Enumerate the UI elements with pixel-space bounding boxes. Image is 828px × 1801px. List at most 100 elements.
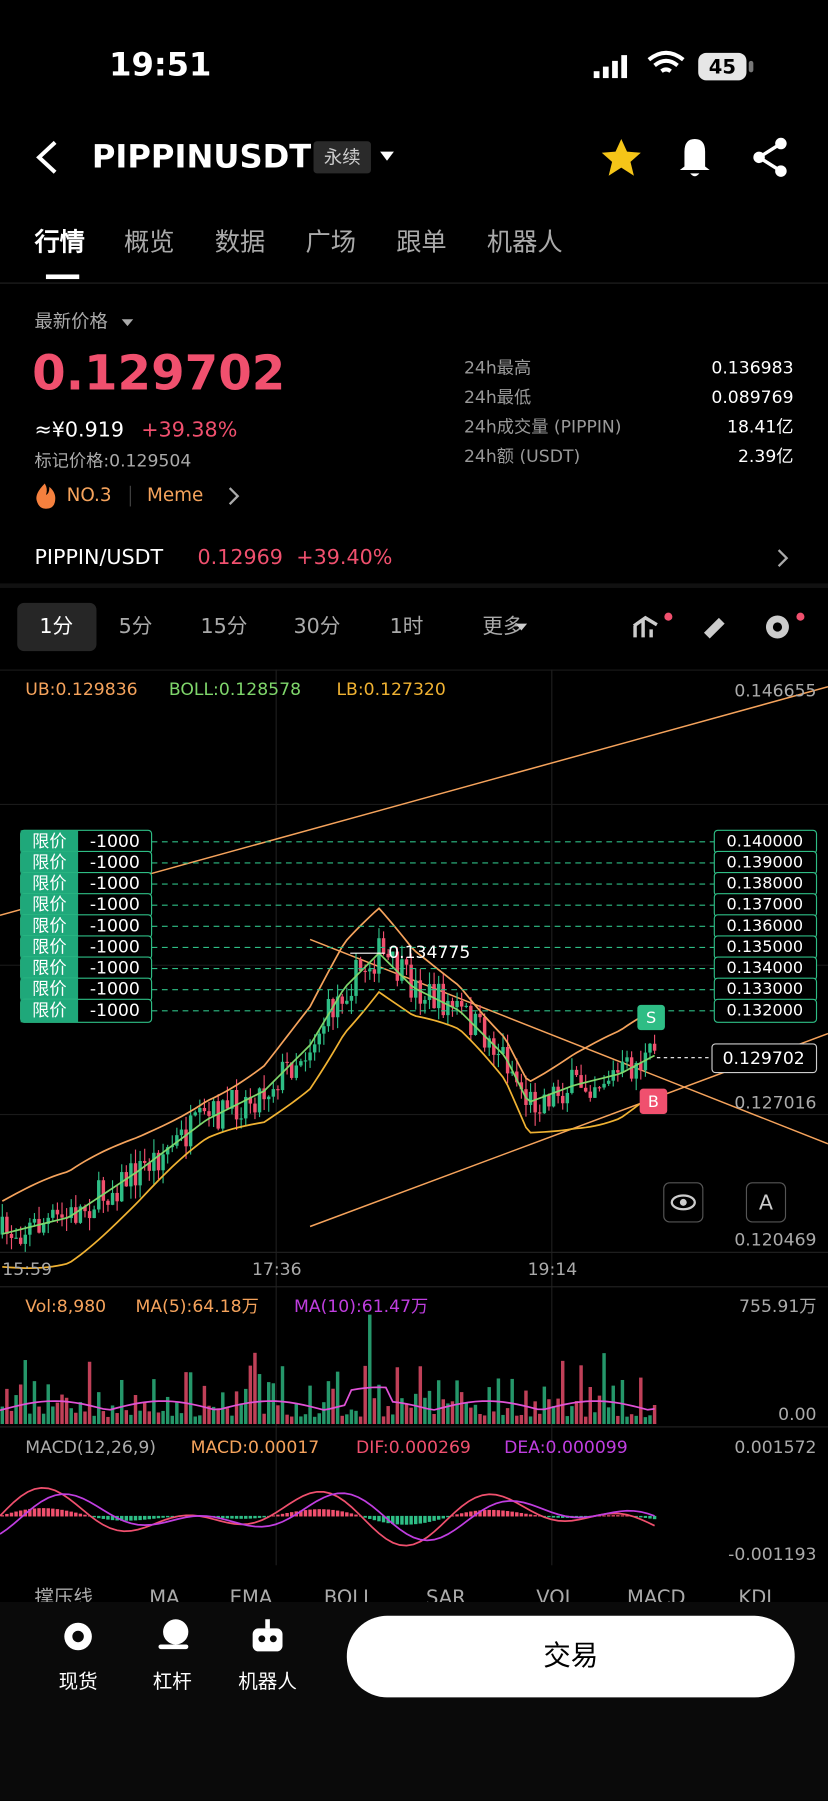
candle-body xyxy=(560,1095,565,1104)
back[interactable] xyxy=(36,140,57,174)
macd-bar xyxy=(152,1515,156,1519)
vol-axis: 755.91万 xyxy=(739,1297,816,1317)
macd-bar xyxy=(505,1511,510,1517)
nav-label[interactable]: 机器人 xyxy=(238,1670,297,1693)
macd-bar xyxy=(423,1515,427,1523)
candle-body xyxy=(547,1094,551,1107)
share[interactable] xyxy=(753,137,787,177)
mark-price: 标记价格:0.129504 xyxy=(34,452,191,472)
order-price: 0.137000 xyxy=(727,895,804,914)
spot-pair: PIPPIN/USDT xyxy=(34,545,163,569)
tab[interactable]: 行情 xyxy=(33,227,84,256)
volume-bar xyxy=(207,1405,211,1425)
tab[interactable]: 机器人 xyxy=(487,227,563,256)
macd-bar xyxy=(455,1514,459,1517)
volume-bar xyxy=(538,1413,542,1425)
volume-bar xyxy=(179,1413,184,1425)
auto-box[interactable] xyxy=(745,1182,787,1223)
candle-body xyxy=(14,1237,18,1239)
chevron[interactable] xyxy=(228,487,240,505)
candle-body xyxy=(152,1152,156,1171)
candle-body xyxy=(588,1091,593,1098)
draw-icon[interactable] xyxy=(701,617,725,639)
macd-bar xyxy=(528,1514,533,1517)
indicator-icon[interactable] xyxy=(632,615,658,638)
interval[interactable]: 15分 xyxy=(200,614,247,638)
macd-bar xyxy=(257,1515,262,1518)
sector: Meme xyxy=(147,485,203,506)
volume-bar xyxy=(413,1393,418,1425)
sell-box xyxy=(637,1004,665,1031)
tab[interactable]: 数据 xyxy=(215,227,266,256)
tab[interactable]: 广场 xyxy=(305,227,356,256)
order-price: 0.135000 xyxy=(727,937,804,956)
interval[interactable]: 更多 xyxy=(482,614,523,638)
volume-bar xyxy=(450,1401,455,1425)
order-type-bg xyxy=(20,872,79,896)
macd-bar xyxy=(97,1515,101,1519)
volume-bar xyxy=(354,1410,358,1425)
order-price: 0.136000 xyxy=(727,916,804,935)
macd-bar xyxy=(312,1509,317,1517)
volume-bar xyxy=(386,1406,390,1425)
candle-body xyxy=(207,1111,211,1116)
candle-body xyxy=(496,1053,501,1056)
macd-bar xyxy=(14,1511,18,1517)
dot xyxy=(664,612,673,621)
interval-selected xyxy=(17,602,97,652)
trade-button[interactable] xyxy=(346,1615,795,1698)
macd-bar xyxy=(524,1513,528,1517)
y-axis-label: 0.146655 xyxy=(734,681,816,701)
candle-body xyxy=(60,1214,64,1218)
interval[interactable]: 1时 xyxy=(390,614,424,638)
interval[interactable]: 30分 xyxy=(293,614,340,638)
macd-bar xyxy=(611,1515,615,1517)
nav-label[interactable]: 杠杆 xyxy=(153,1670,192,1693)
candle-body xyxy=(643,1052,648,1071)
caret xyxy=(121,319,134,327)
macd-bar xyxy=(432,1515,436,1521)
macd-bar xyxy=(510,1511,514,1517)
interval[interactable]: 5分 xyxy=(119,614,153,638)
vol-axis: 0.00 xyxy=(778,1405,816,1425)
volume-bar xyxy=(478,1413,482,1425)
volume-bar xyxy=(28,1413,32,1425)
macd-bar xyxy=(652,1515,657,1520)
nav-label[interactable]: 现货 xyxy=(59,1670,98,1693)
order-type: 限价 xyxy=(32,980,66,1000)
candle-body xyxy=(335,996,340,1018)
macd-bar xyxy=(55,1509,60,1517)
volume-bar xyxy=(616,1415,620,1425)
candle-body xyxy=(142,1160,147,1163)
macd-bar xyxy=(391,1515,395,1524)
symbol: PIPPINUSDT xyxy=(92,137,311,175)
tab[interactable]: 跟单 xyxy=(396,227,447,256)
bell[interactable] xyxy=(679,138,710,177)
macd-bar xyxy=(92,1515,96,1518)
candle-body xyxy=(120,1172,124,1202)
candle-body xyxy=(312,1044,317,1053)
volume-bar xyxy=(308,1385,312,1425)
caret[interactable] xyxy=(380,151,394,161)
volume-bar xyxy=(629,1414,634,1425)
macd-bar xyxy=(326,1509,331,1517)
candle-body xyxy=(368,969,372,972)
volume-bar xyxy=(579,1365,583,1425)
candle-body xyxy=(322,1026,326,1034)
candle-body xyxy=(78,1206,83,1223)
chevron[interactable] xyxy=(777,549,789,567)
star[interactable] xyxy=(601,138,641,176)
volume-bar xyxy=(280,1366,285,1425)
eye-box[interactable] xyxy=(663,1182,704,1223)
candle-body xyxy=(593,1087,597,1098)
vol-label: Vol:8,980 xyxy=(25,1297,106,1317)
volume-bar xyxy=(404,1404,409,1425)
tab[interactable]: 概览 xyxy=(124,227,175,256)
interval[interactable]: 1分 xyxy=(39,614,73,638)
order-qty: -1000 xyxy=(90,980,140,1000)
macd-bar xyxy=(41,1508,46,1517)
macd-bar xyxy=(620,1515,625,1517)
macd-bar xyxy=(377,1515,381,1522)
candle-body xyxy=(230,1089,234,1109)
